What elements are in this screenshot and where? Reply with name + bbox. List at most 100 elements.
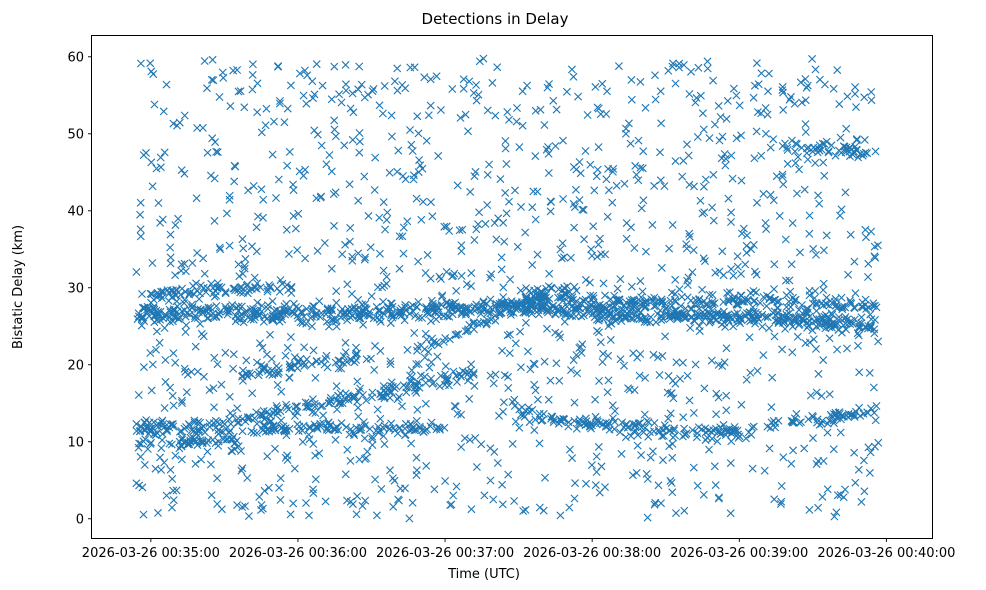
- detection-point: [283, 451, 292, 460]
- detection-point: [812, 460, 821, 469]
- detection-point: [138, 314, 147, 323]
- detection-point: [727, 208, 736, 217]
- detection-point: [556, 245, 565, 254]
- detection-point: [474, 220, 483, 229]
- detection-point: [521, 505, 530, 514]
- detection-point: [769, 135, 778, 144]
- detection-point: [324, 426, 333, 435]
- detection-point: [789, 446, 798, 455]
- detection-point: [275, 287, 284, 296]
- detection-point: [832, 508, 841, 517]
- detection-point: [382, 279, 391, 288]
- detection-point: [309, 489, 318, 498]
- detection-point: [453, 378, 461, 386]
- detection-point: [255, 368, 264, 377]
- detection-point: [737, 176, 746, 185]
- detection-point: [546, 197, 555, 206]
- detection-point: [718, 132, 727, 141]
- detection-point: [426, 317, 435, 326]
- detection-point: [167, 293, 176, 302]
- detection-point: [330, 116, 339, 125]
- detection-point: [197, 329, 206, 338]
- detection-point: [213, 148, 222, 157]
- detection-point: [440, 222, 449, 231]
- detection-point: [291, 224, 300, 233]
- detection-point: [414, 168, 423, 177]
- detection-point: [253, 419, 261, 428]
- detection-point: [650, 181, 659, 190]
- detection-point: [331, 435, 340, 444]
- detection-point: [209, 384, 218, 393]
- detection-point: [254, 212, 262, 221]
- detection-point: [685, 232, 694, 241]
- detection-point: [212, 147, 221, 156]
- detection-point: [845, 143, 854, 152]
- detection-point: [735, 101, 744, 110]
- detection-point: [513, 104, 521, 112]
- detection-point: [449, 271, 458, 280]
- detection-point: [166, 243, 175, 252]
- detection-point: [139, 363, 148, 372]
- detection-point: [286, 81, 295, 90]
- detection-point: [851, 89, 859, 98]
- detection-point: [385, 384, 394, 393]
- detection-point: [685, 180, 694, 189]
- detection-point: [504, 470, 513, 479]
- detection-point: [711, 316, 720, 325]
- detection-point: [678, 172, 687, 181]
- detection-point: [676, 374, 685, 383]
- detection-point: [247, 427, 256, 436]
- detection-point: [181, 267, 190, 276]
- detection-point: [829, 84, 838, 93]
- detection-point: [515, 423, 524, 432]
- detection-point: [680, 430, 689, 439]
- detection-point: [233, 418, 242, 427]
- detection-point: [666, 314, 674, 323]
- detection-point: [442, 222, 451, 231]
- detection-point: [294, 209, 303, 218]
- detection-point: [132, 419, 141, 428]
- detection-point: [280, 118, 289, 127]
- detection-point: [625, 385, 634, 394]
- detection-point: [657, 311, 665, 320]
- detection-point: [317, 192, 326, 201]
- detection-point: [452, 482, 461, 491]
- detection-point: [249, 428, 258, 437]
- detection-point: [793, 189, 801, 198]
- detection-point: [160, 148, 169, 157]
- detection-point: [749, 93, 758, 102]
- detection-point: [498, 480, 507, 489]
- detection-point: [325, 322, 333, 331]
- detection-point: [273, 380, 282, 389]
- detection-point: [275, 483, 284, 492]
- detection-point: [836, 133, 845, 142]
- detection-point: [851, 83, 860, 92]
- detection-point: [147, 158, 156, 167]
- detection-point: [368, 441, 377, 449]
- detection-point: [742, 434, 750, 443]
- detection-point: [788, 219, 797, 228]
- detection-point: [531, 152, 540, 161]
- detection-point: [639, 196, 648, 205]
- detection-point: [377, 485, 386, 493]
- detection-point: [503, 331, 512, 340]
- detection-point: [776, 500, 785, 508]
- detection-point: [486, 309, 495, 318]
- detection-point: [331, 188, 340, 197]
- detection-point: [363, 447, 372, 456]
- detection-point: [475, 57, 484, 66]
- detection-point: [441, 334, 450, 342]
- detection-point: [243, 474, 252, 482]
- detection-point: [604, 376, 613, 385]
- detection-point: [593, 417, 602, 426]
- detection-point: [552, 303, 560, 312]
- detection-point: [796, 78, 805, 87]
- detection-point: [521, 228, 530, 237]
- detection-point: [717, 154, 726, 163]
- detection-point: [260, 362, 268, 371]
- detection-point: [679, 61, 688, 69]
- detection-point: [426, 75, 435, 84]
- detection-point: [626, 139, 635, 148]
- detection-point: [639, 428, 648, 437]
- detection-point: [866, 310, 875, 319]
